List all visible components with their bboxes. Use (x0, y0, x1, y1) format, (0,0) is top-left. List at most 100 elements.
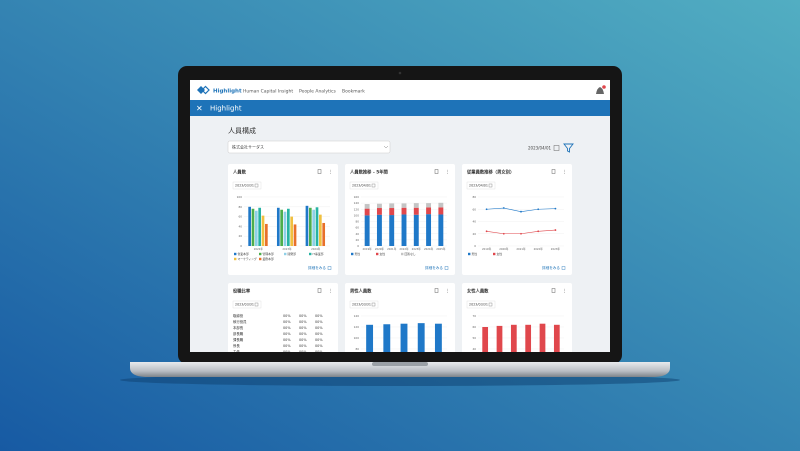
close-icon[interactable]: ✕ (196, 104, 203, 113)
bar-segment (401, 214, 407, 246)
laptop-base (130, 362, 670, 377)
bar (400, 323, 408, 352)
x-tick-label: 2022年 (399, 247, 409, 251)
nav-item[interactable]: People Analytics (299, 89, 336, 95)
bar (308, 207, 312, 246)
bar (315, 207, 319, 246)
table-value: 00% (299, 350, 307, 354)
card: 女性人員数⋮2023/03/310102030405060702019年2020… (462, 283, 572, 352)
bar (553, 324, 560, 352)
detail-link[interactable]: 詳細をみる (308, 265, 326, 270)
nav-item[interactable]: Human Capital Insight (243, 89, 293, 95)
card-title: 人員数推移 - 5年間 (349, 169, 389, 176)
y-tick-label: 0 (240, 244, 242, 248)
bar (276, 207, 280, 246)
calendar-icon[interactable] (553, 145, 560, 151)
bookmark-icon[interactable] (434, 169, 439, 174)
x-tick-label: 2023年 (551, 247, 561, 251)
y-tick-label: 120 (354, 207, 360, 211)
bar (510, 324, 517, 352)
bar (287, 208, 290, 246)
card-title: 女性人員数 (467, 288, 489, 295)
table-value: 00% (315, 320, 323, 324)
bookmark-icon[interactable] (551, 288, 556, 293)
bookmark-icon[interactable] (434, 288, 439, 293)
bar (539, 323, 546, 352)
x-tick-label: 2019年 (482, 247, 492, 251)
table-value: 00% (299, 332, 307, 336)
bar-segment (364, 215, 370, 246)
title-bar (190, 100, 610, 116)
y-tick-label: 60 (355, 226, 359, 230)
menu-icon[interactable]: ⋮ (562, 170, 567, 176)
y-tick-label: 0 (474, 244, 476, 248)
legend-swatch (259, 257, 262, 261)
detail-link[interactable]: 詳細をみる (542, 265, 560, 270)
menu-icon[interactable]: ⋮ (328, 170, 333, 176)
y-tick-label: 40 (238, 224, 242, 228)
bell[interactable] (596, 85, 606, 94)
y-tick-label: 70 (472, 314, 476, 318)
y-tick-label: 40 (472, 347, 476, 351)
bar (319, 214, 322, 246)
point (537, 208, 540, 211)
date-box (466, 300, 496, 309)
y-tick-label: 100 (354, 336, 360, 340)
bar (283, 211, 287, 246)
card-title: 人員数 (232, 169, 247, 176)
table-label: 主任 (233, 349, 240, 354)
table-label: 部長職 (233, 331, 244, 336)
bar-segment (438, 214, 444, 246)
company-select[interactable] (227, 140, 391, 154)
bar-segment (438, 202, 444, 208)
bar-segment (426, 203, 432, 208)
external-icon (561, 266, 566, 270)
point (502, 207, 505, 209)
legend-swatch (234, 257, 237, 261)
bar (254, 210, 258, 246)
bar (251, 208, 255, 246)
legend-swatch (234, 252, 237, 256)
menu-icon[interactable]: ⋮ (562, 289, 567, 295)
point (485, 208, 488, 211)
bar (525, 324, 532, 352)
external-icon (327, 266, 332, 270)
x-tick-label: 2024年 (424, 247, 434, 251)
x-tick-label: 2019年 (363, 247, 373, 251)
y-tick-label: 80 (238, 205, 242, 209)
card: 役職比率 ⋮ 2023/03/31 取締役 00% 00% 00% 執行役員 00% 00% 00%… (228, 283, 338, 354)
calendar-icon (371, 183, 376, 188)
y-tick-label: 60 (238, 215, 242, 219)
bookmark-icon[interactable] (317, 288, 322, 293)
filter-icon[interactable] (563, 143, 574, 153)
table-value: 00% (299, 320, 307, 324)
table-value: 00% (315, 326, 323, 330)
menu-icon[interactable]: ⋮ (328, 289, 333, 295)
bar (383, 324, 391, 352)
menu-icon[interactable]: ⋮ (445, 289, 450, 295)
date-box (349, 300, 379, 309)
bar (293, 224, 297, 246)
bar-title: Highlight (210, 105, 242, 113)
legend-label: 開発部 (288, 252, 297, 256)
legend-swatch (351, 252, 354, 256)
bar-segment (376, 203, 382, 209)
legend-swatch (401, 252, 404, 256)
legend-swatch (284, 252, 287, 256)
detail-link[interactable]: 詳細をみる (425, 265, 443, 270)
bookmark-icon[interactable] (551, 169, 556, 174)
point (485, 230, 488, 233)
page-date[interactable]: 2023/04/01 (528, 146, 552, 151)
table-value: 00% (299, 344, 307, 348)
bookmark-icon[interactable] (317, 169, 322, 174)
x-tick-label: 2022年 (254, 247, 264, 251)
bar-segment (364, 204, 370, 209)
menu-icon[interactable]: ⋮ (445, 170, 450, 176)
x-tick-label: 2021年 (387, 247, 397, 251)
date-box (349, 181, 379, 190)
bar-segment (389, 203, 395, 209)
table-value: 00% (299, 338, 307, 342)
brand[interactable]: Highlight (213, 89, 242, 95)
camera (398, 71, 402, 75)
nav-item[interactable]: Bookmark (342, 89, 365, 95)
